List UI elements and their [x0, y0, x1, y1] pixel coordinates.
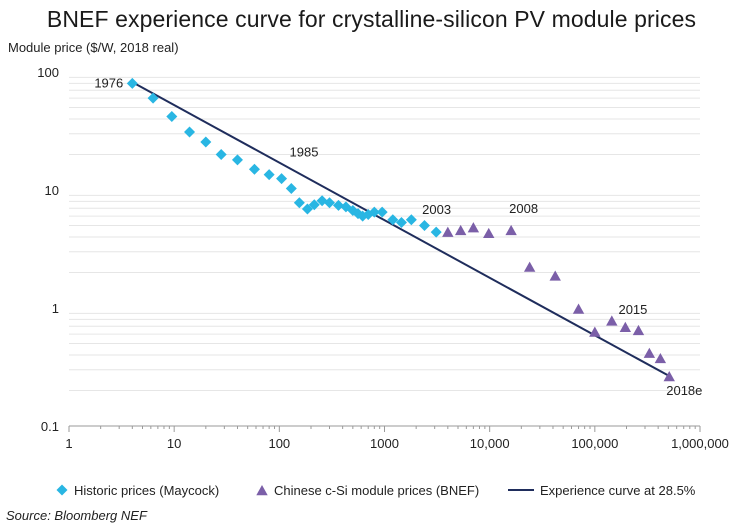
y-tick-label: 100 [37, 65, 59, 80]
x-tick-label: 1,000,000 [671, 436, 729, 451]
y-tick-label: 1 [52, 301, 59, 316]
annotation-label: 1985 [290, 145, 319, 160]
historic-price-point [166, 110, 178, 122]
chinese-price-point [663, 371, 675, 382]
historic-price-point [276, 173, 288, 185]
annotation-label: 2015 [618, 302, 647, 317]
experience-curve-series [131, 81, 670, 377]
grid-lines [69, 76, 700, 391]
historic-price-point [418, 220, 430, 232]
annotation-label: 2003 [422, 202, 451, 217]
legend-marker-triangle [256, 485, 268, 496]
historic-price-point [301, 203, 313, 215]
historic-price-point [405, 214, 417, 226]
x-tick-label: 1000 [370, 436, 399, 451]
chinese-price-point [572, 303, 585, 314]
y-tick-label: 0.1 [41, 419, 59, 434]
chinese-price-point [442, 226, 454, 237]
chinese-prices-series [442, 222, 675, 382]
annotation-label: 2008 [509, 201, 538, 216]
legend-label: Historic prices (Maycock) [74, 483, 219, 498]
historic-price-point [368, 206, 380, 218]
y-axis-label: Module price ($/W, 2018 real) [8, 40, 179, 55]
chinese-price-point [505, 224, 517, 236]
axes: 1 10 100 1000 10,000 100,000 1,000,000 0.1 1 10 10… [37, 65, 729, 451]
source-note: Source: Bloomberg NEF [6, 508, 147, 523]
chinese-price-point [454, 224, 467, 236]
historic-price-point [184, 126, 196, 138]
chinese-price-point [483, 227, 495, 239]
chinese-price-point [606, 315, 618, 326]
experience-curve-line [131, 81, 670, 377]
chinese-price-point [589, 326, 601, 337]
historic-prices-series [126, 77, 442, 238]
x-tick-label: 100,000 [571, 436, 618, 451]
chinese-price-point [523, 261, 536, 272]
historic-price-point [324, 197, 336, 209]
historic-price-point [332, 199, 344, 211]
historic-price-point [248, 163, 260, 175]
annotation-label: 2018e [666, 383, 702, 398]
legend: Historic prices (Maycock) Chinese c-Si mo… [56, 483, 696, 498]
y-tick-label: 10 [45, 183, 59, 198]
chinese-price-point [467, 222, 480, 233]
historic-price-point [387, 214, 399, 226]
chinese-price-point [643, 347, 656, 358]
historic-price-point [430, 226, 442, 238]
chinese-price-point [619, 321, 632, 332]
chinese-price-point [549, 270, 561, 281]
legend-marker-diamond [56, 484, 68, 496]
legend-label: Chinese c-Si module prices (BNEF) [274, 483, 479, 498]
annotations: 1976 1985 2003 2008 2015 2018e [94, 75, 702, 398]
historic-price-point [263, 169, 275, 181]
x-tick-label: 100 [268, 436, 290, 451]
historic-price-point [126, 77, 138, 89]
x-tick-label: 1 [65, 436, 72, 451]
historic-price-point [215, 148, 227, 160]
chinese-price-point [632, 324, 645, 336]
chinese-price-point [654, 352, 667, 364]
historic-price-point [147, 92, 159, 104]
annotation-label: 1976 [94, 75, 123, 90]
historic-price-point [231, 154, 243, 166]
historic-price-point [293, 197, 305, 209]
legend-label: Experience curve at 28.5% [540, 483, 696, 498]
historic-price-point [395, 217, 407, 229]
x-tick-label: 10 [167, 436, 181, 451]
historic-price-point [285, 182, 297, 194]
historic-price-point [308, 199, 320, 211]
historic-price-point [376, 206, 388, 218]
chart-title: BNEF experience curve for crystalline-si… [46, 6, 697, 32]
historic-price-point [200, 136, 212, 148]
x-tick-label: 10,000 [470, 436, 510, 451]
